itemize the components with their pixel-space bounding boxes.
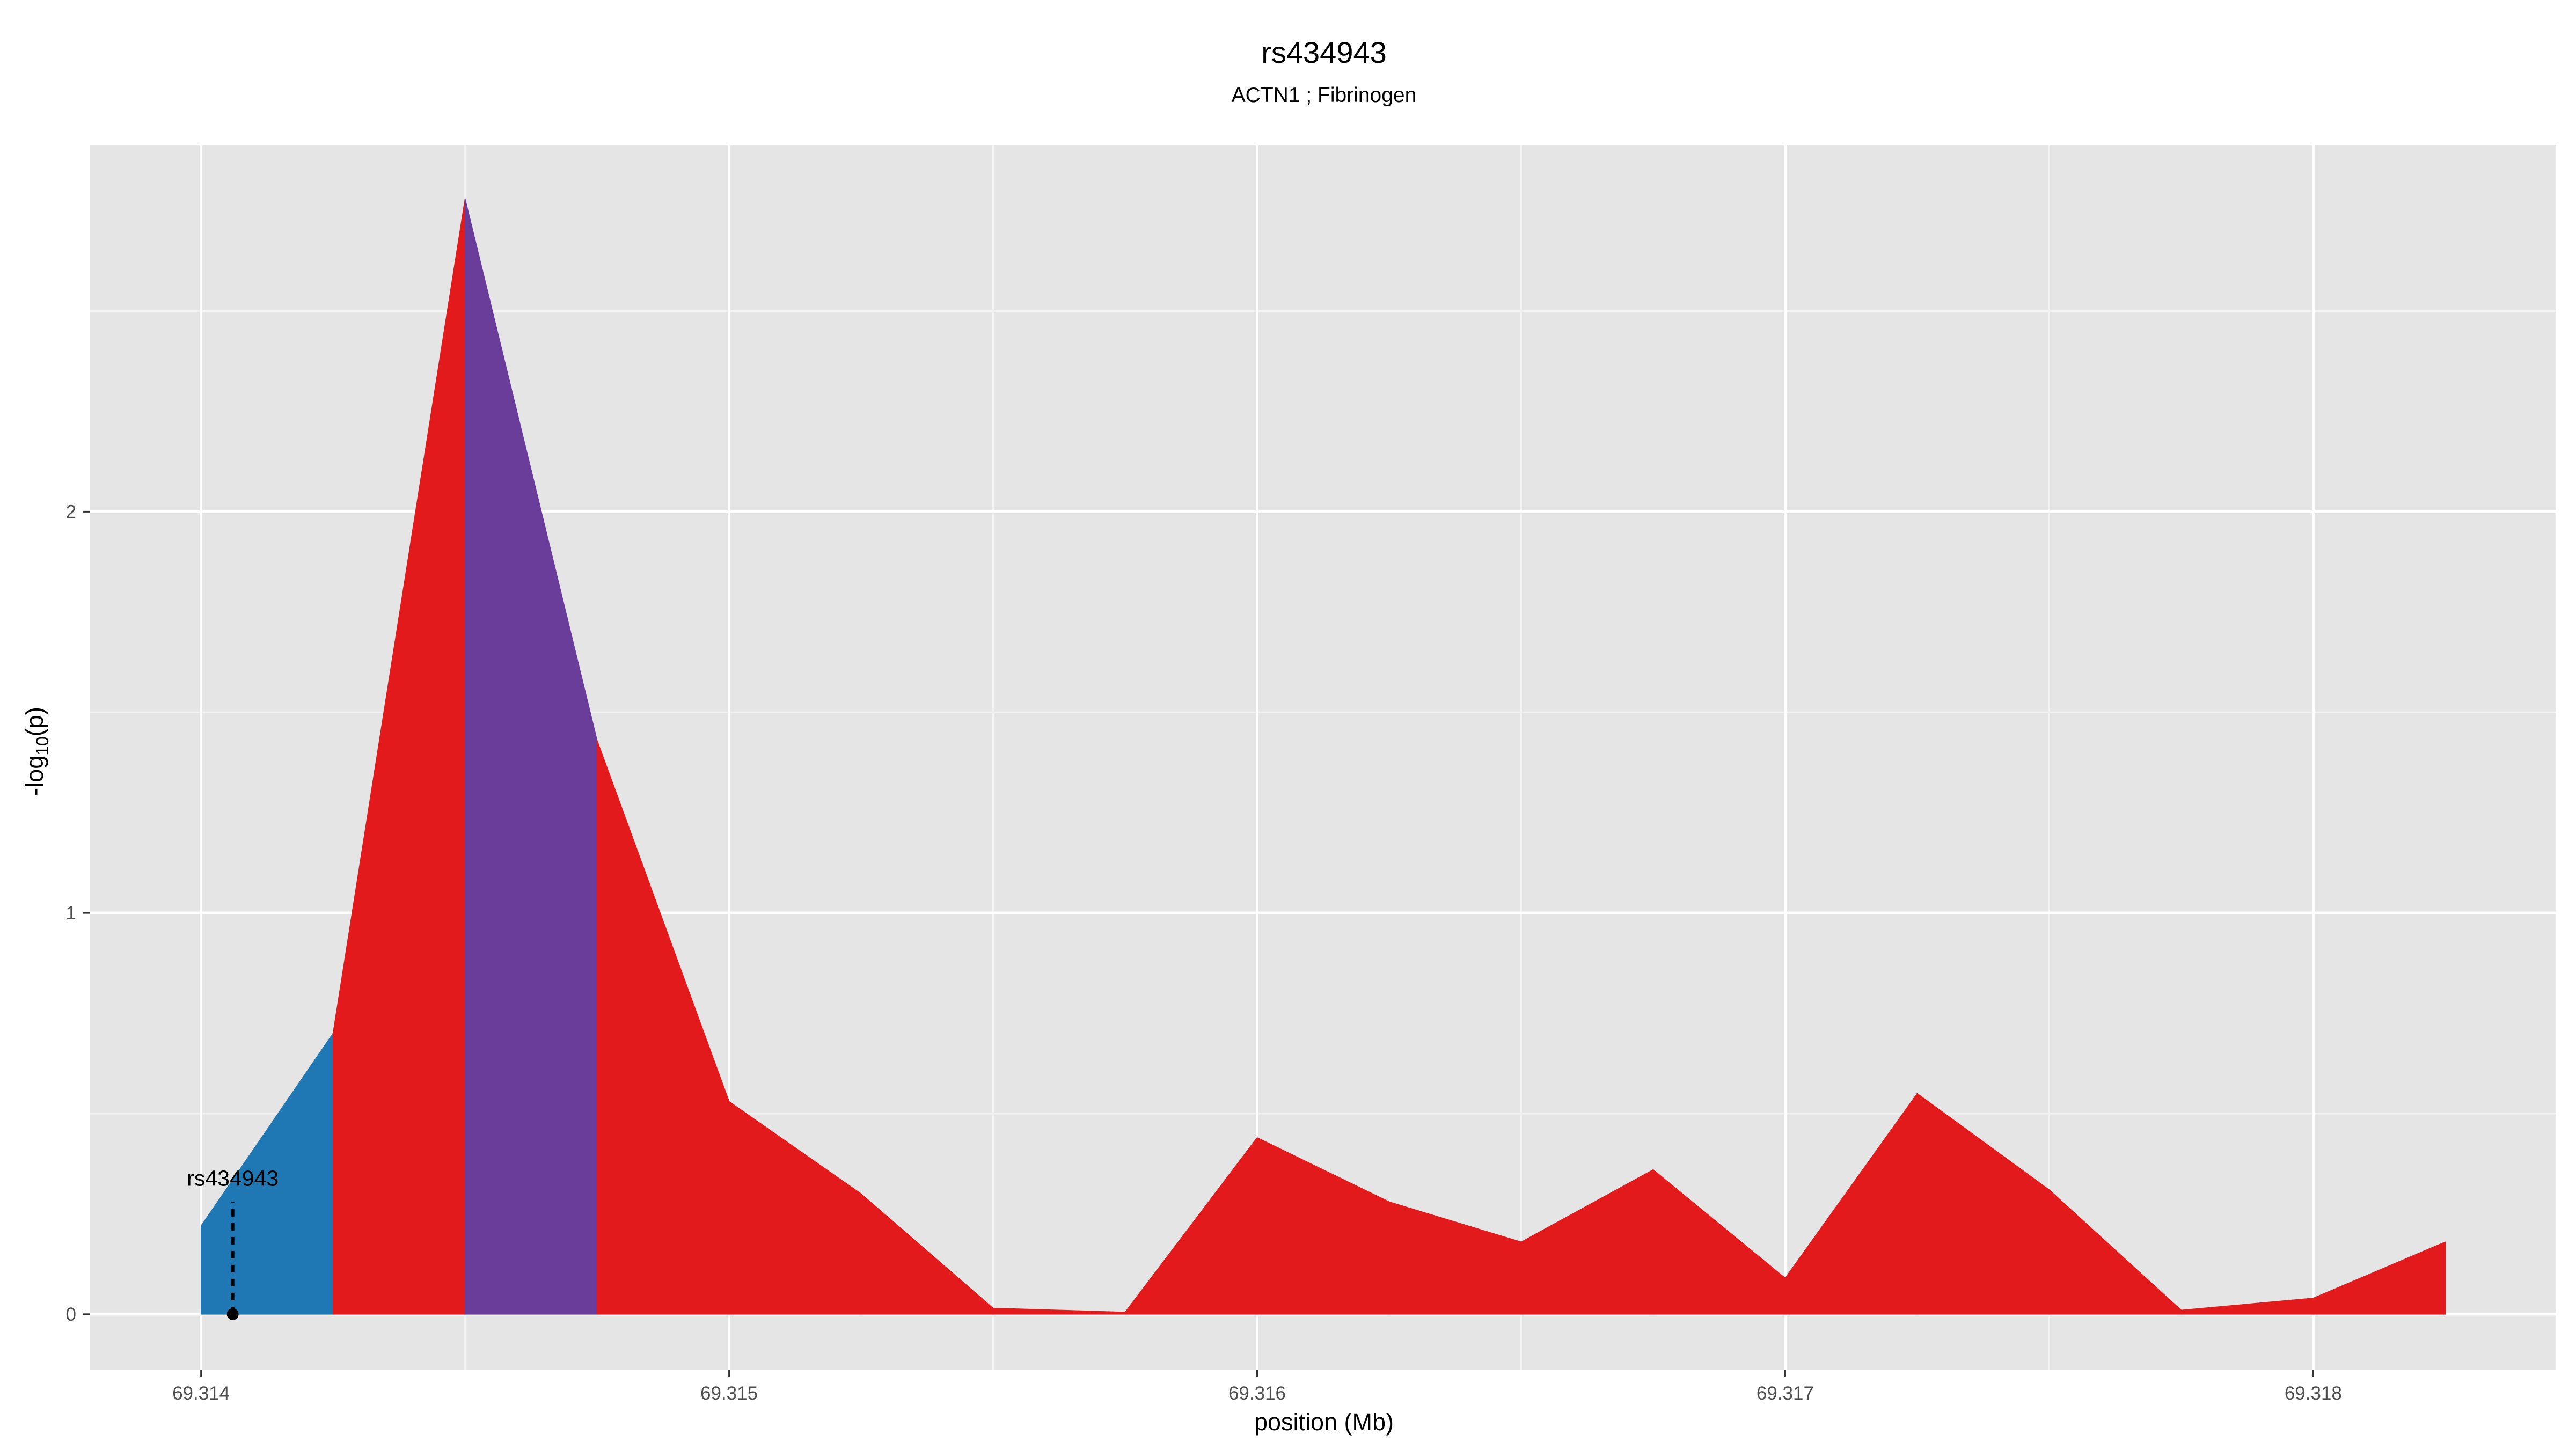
x-tick-labels: 69.314 69.315 69.316 69.317 69.318	[172, 1383, 2342, 1404]
axes	[83, 510, 2314, 1377]
y-tick-label: 0	[66, 1304, 76, 1325]
y-axis-title-prefix: -log	[21, 756, 48, 796]
x-tick-label: 69.315	[700, 1383, 758, 1404]
y-tick-label: 1	[66, 903, 76, 924]
x-tick-label: 69.317	[1757, 1383, 1814, 1404]
area-series	[200, 198, 2446, 1315]
annotation: rs434943	[187, 1166, 279, 1320]
y-tick-labels: 0 1 2	[66, 501, 76, 1324]
x-tick-label: 69.314	[172, 1383, 230, 1404]
x-tick-label: 69.318	[2285, 1383, 2342, 1404]
y-axis-title: -log10(p)	[21, 707, 52, 796]
y-axis-title-suffix: (p)	[21, 707, 48, 736]
area-segment-red	[2312, 1241, 2446, 1315]
y-tick-label: 2	[66, 501, 76, 522]
annotation-point	[226, 1308, 239, 1320]
x-axis-title: position (Mb)	[1254, 1408, 1394, 1436]
chart-title: rs434943	[1261, 35, 1387, 69]
chart-subtitle: ACTN1 ; Fibrinogen	[1232, 84, 1417, 107]
x-tick-label: 69.316	[1228, 1383, 1286, 1404]
y-axis-title-subscript: 10	[33, 736, 52, 756]
annotation-label: rs434943	[187, 1166, 279, 1190]
